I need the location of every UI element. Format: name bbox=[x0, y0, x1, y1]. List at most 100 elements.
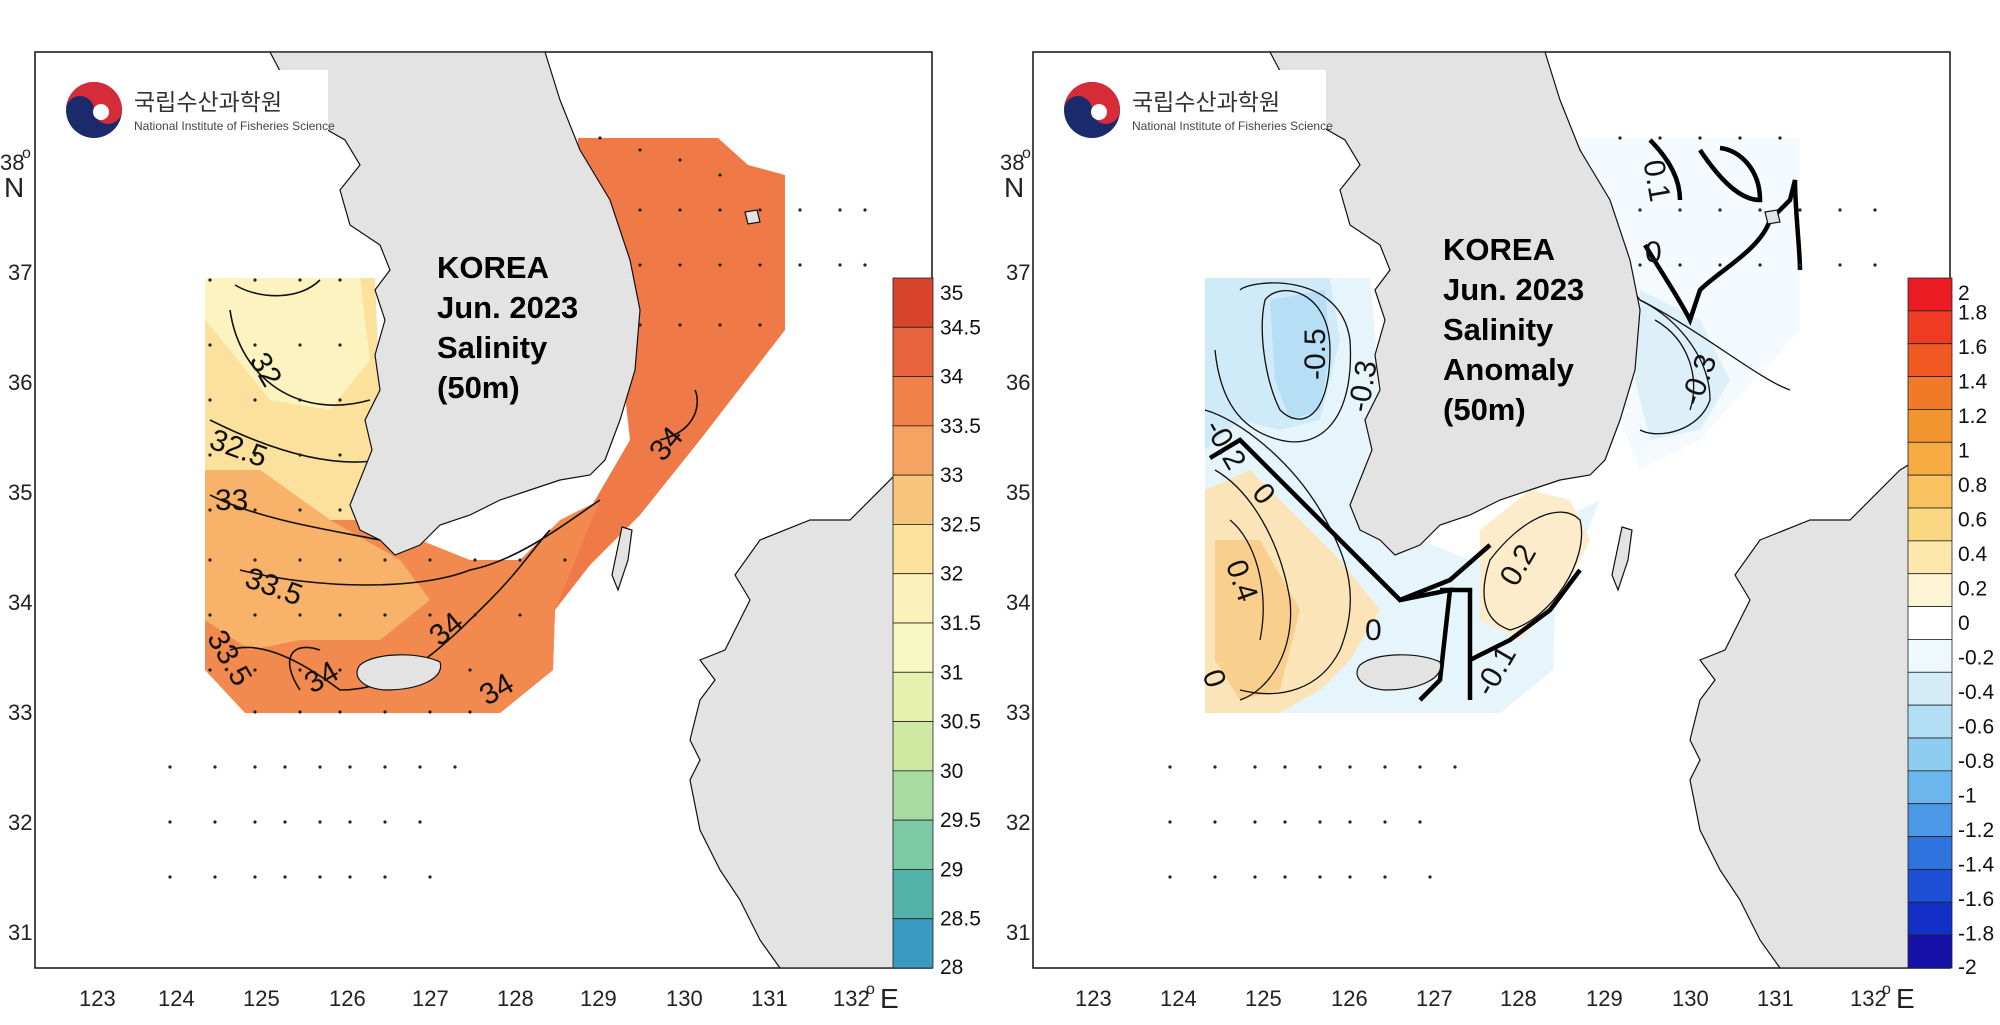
colorbar-label: 1.4 bbox=[1958, 371, 1988, 394]
institution-english-name: National Institute of Fisheries Science bbox=[134, 119, 335, 133]
lon-degree: o bbox=[866, 981, 875, 998]
colorbar-label: 28 bbox=[940, 956, 963, 979]
lat-tick: 32 bbox=[8, 810, 32, 835]
title-line: Anomaly bbox=[1443, 352, 1575, 387]
title-line: Salinity bbox=[1443, 312, 1554, 347]
colorbar-swatch bbox=[892, 869, 934, 920]
contour-label: 33 bbox=[215, 484, 248, 517]
colorbar-swatch bbox=[1907, 573, 1953, 607]
lon-tick: 126 bbox=[1331, 986, 1368, 1011]
lat-tick: 36 bbox=[1006, 370, 1030, 395]
colorbar-label: -0.2 bbox=[1958, 647, 1994, 670]
lon-tick: 123 bbox=[1075, 986, 1112, 1011]
map-title: KOREA Jun. 2023 Salinity Anomaly (50m) bbox=[1443, 232, 1584, 427]
lat-tick: 38 bbox=[1000, 150, 1024, 175]
lat-tick: 31 bbox=[8, 920, 32, 945]
colorbar-swatch bbox=[1907, 474, 1953, 509]
contour-label: 0 bbox=[1645, 236, 1662, 269]
title-line: Jun. 2023 bbox=[437, 290, 578, 325]
colorbar: 21.8 1.6 1.4 1.2 1 0.8 0.6 0.4 0.2 0 -0.2 -0.4 -0.6 -… bbox=[1907, 277, 1995, 979]
colorbar-swatch bbox=[1907, 540, 1953, 575]
colorbar-label: 0.6 bbox=[1958, 509, 1987, 532]
jeju-island bbox=[1356, 654, 1442, 691]
colorbar-swatch bbox=[1907, 409, 1953, 443]
salinity-field-east bbox=[470, 138, 785, 713]
salinity-field-pale bbox=[205, 278, 370, 410]
colorbar-labels: 35 34.5 34 33.5 33 32.5 32 31.5 31 30.5 30 29.5 29 28… bbox=[940, 282, 981, 979]
lat-tick: 33 bbox=[1006, 700, 1030, 725]
station-points bbox=[1168, 136, 1877, 879]
colorbar-label: -1 bbox=[1958, 785, 1977, 808]
colorbar-swatch bbox=[1907, 901, 1953, 936]
lat-unit: N bbox=[4, 172, 24, 203]
title-line: Salinity bbox=[437, 330, 548, 365]
anomaly-field-neg-core bbox=[1270, 290, 1330, 420]
lat-tick: 32 bbox=[1006, 810, 1030, 835]
colorbar-label: 34.5 bbox=[940, 316, 981, 339]
lat-axis: 31 32 33 34 35 36 37 38 o N bbox=[1000, 145, 1031, 945]
anomaly-field-pos-east bbox=[1480, 490, 1590, 640]
institution-korean-name: 국립수산과학원 bbox=[134, 90, 282, 116]
colorbar-swatch bbox=[1907, 310, 1953, 345]
colorbar-swatch bbox=[1907, 803, 1953, 837]
ulleung-island bbox=[744, 209, 761, 225]
lon-unit: E bbox=[1896, 983, 1915, 1014]
lat-tick: 35 bbox=[8, 480, 32, 505]
colorbar-swatch bbox=[1907, 606, 1953, 640]
colorbar-swatch bbox=[1907, 639, 1953, 673]
colorbar-swatch bbox=[1907, 441, 1953, 476]
colorbar-label: 31.5 bbox=[940, 612, 981, 635]
title-line: KOREA bbox=[437, 250, 549, 285]
colorbar-label: 0.4 bbox=[1958, 543, 1988, 566]
lat-tick: 38 bbox=[0, 150, 24, 175]
institution-logo: 국립수산과학원 National Institute of Fisheries … bbox=[1056, 70, 1333, 146]
colorbar: 35 34.5 34 33.5 33 32.5 32 31.5 31 30.5 30 29.5 29 28… bbox=[892, 277, 981, 979]
title-line: Jun. 2023 bbox=[1443, 272, 1584, 307]
colorbar-label: 0.8 bbox=[1958, 474, 1987, 497]
lon-tick: 130 bbox=[1672, 986, 1709, 1011]
colorbar-label: -1.6 bbox=[1958, 888, 1994, 911]
title-line: (50m) bbox=[1443, 392, 1526, 427]
colorbar-swatch bbox=[892, 671, 934, 722]
colorbar-labels: 21.8 1.6 1.4 1.2 1 0.8 0.6 0.4 0.2 0 -0.2 -0.4 -0.6 -… bbox=[1958, 282, 1995, 979]
lon-tick: 124 bbox=[1160, 986, 1197, 1011]
title-line: KOREA bbox=[1443, 232, 1555, 267]
lon-degree: o bbox=[1882, 981, 1891, 998]
colorbar-label: 31 bbox=[940, 661, 963, 684]
lon-tick: 125 bbox=[243, 986, 280, 1011]
colorbar-swatch bbox=[1907, 836, 1953, 870]
colorbar-swatch bbox=[892, 474, 934, 525]
lon-tick: 130 bbox=[666, 986, 703, 1011]
ulleung-island bbox=[1764, 209, 1781, 225]
colorbar-swatch bbox=[1907, 671, 1953, 706]
lon-tick: 123 bbox=[79, 986, 116, 1011]
colorbar-swatch bbox=[892, 819, 934, 870]
colorbar-label: -1.2 bbox=[1958, 819, 1994, 842]
colorbar-label: -0.6 bbox=[1958, 716, 1994, 739]
lon-tick: 129 bbox=[580, 986, 617, 1011]
colorbar-swatch bbox=[1907, 277, 1953, 312]
lon-tick: 128 bbox=[497, 986, 534, 1011]
colorbar-swatches bbox=[1907, 277, 1953, 969]
lon-tick: 131 bbox=[751, 986, 788, 1011]
lon-unit: E bbox=[880, 983, 899, 1014]
colorbar-label: 1 bbox=[1958, 440, 1970, 463]
colorbar-swatch bbox=[892, 721, 934, 772]
lat-tick: 34 bbox=[1006, 590, 1030, 615]
colorbar-swatch bbox=[1907, 737, 1953, 772]
tsushima-island bbox=[1611, 526, 1633, 592]
colorbar-label: 1.6 bbox=[1958, 336, 1987, 359]
colorbar-swatch bbox=[1907, 343, 1953, 377]
colorbar-label: 35 bbox=[940, 282, 963, 305]
colorbar-label: 1.2 bbox=[1958, 405, 1987, 428]
lat-tick: 37 bbox=[1006, 260, 1030, 285]
land-masses bbox=[1269, 52, 1950, 968]
lon-tick: 125 bbox=[1245, 986, 1282, 1011]
lon-tick: 126 bbox=[329, 986, 366, 1011]
colorbar-label: 30 bbox=[940, 760, 963, 783]
title-line: (50m) bbox=[437, 370, 520, 405]
colorbar-swatch bbox=[1907, 704, 1953, 739]
colorbar-label: 1.8 bbox=[1958, 302, 1987, 325]
station-points bbox=[168, 136, 867, 879]
lat-unit: N bbox=[1004, 172, 1024, 203]
